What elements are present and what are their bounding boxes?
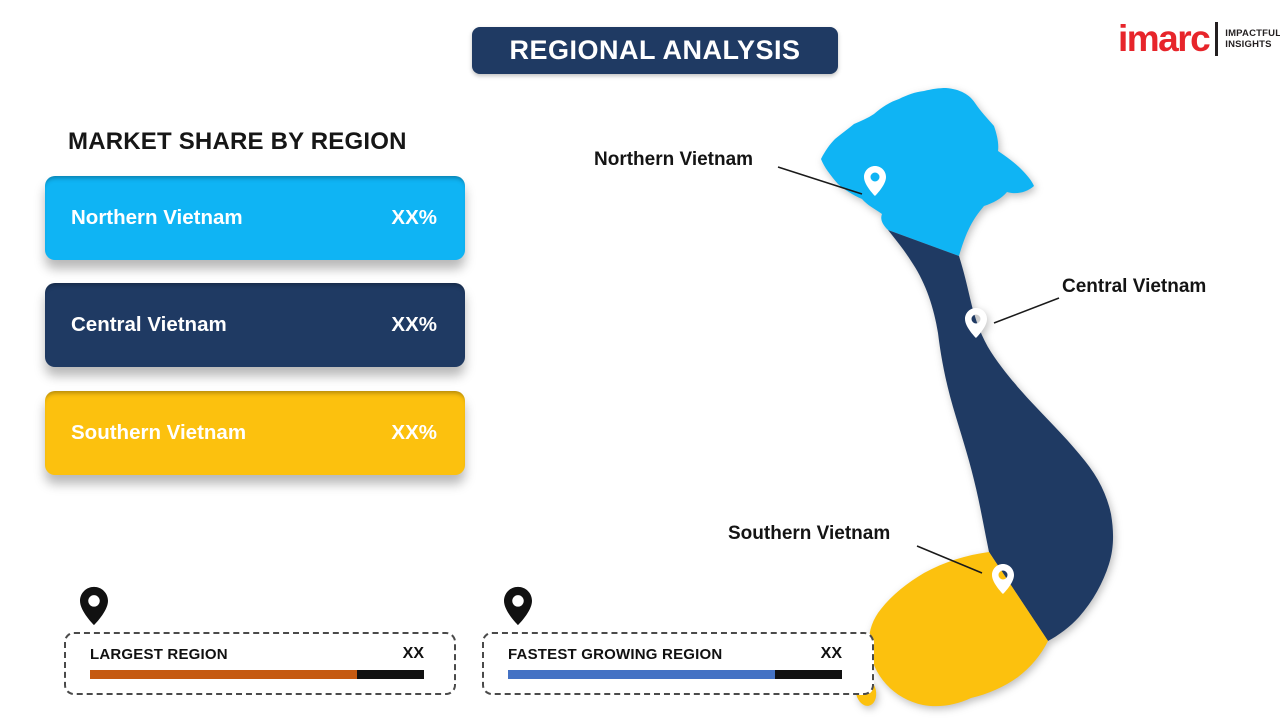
region-card-label: Northern Vietnam bbox=[71, 206, 243, 229]
page-title: REGIONAL ANALYSIS bbox=[509, 35, 801, 65]
map-pin-southern bbox=[992, 564, 1014, 594]
map-label-northern: Northern Vietnam bbox=[594, 149, 754, 170]
market-share-heading: MARKET SHARE BY REGION bbox=[68, 128, 407, 155]
fastest-growing-region-bar bbox=[508, 670, 842, 679]
region-card-southern: Southern Vietnam XX% bbox=[45, 391, 465, 475]
map-region-northern bbox=[821, 88, 1034, 256]
largest-region-bar-main bbox=[90, 670, 358, 679]
fastest-growing-region-box: FASTEST GROWING REGION XX bbox=[482, 632, 874, 695]
map-pin-northern bbox=[864, 166, 886, 196]
logo-divider bbox=[1215, 21, 1219, 56]
region-card-value: XX% bbox=[391, 206, 437, 229]
fastest-growing-region-value: XX bbox=[820, 645, 842, 662]
largest-region-box: LARGEST REGION XX bbox=[64, 632, 456, 695]
logo-tagline-line2: INSIGHTS bbox=[1225, 38, 1272, 50]
fastest-growing-region-label: FASTEST GROWING REGION bbox=[508, 645, 723, 663]
region-card-value: XX% bbox=[391, 313, 437, 336]
imarc-logo-wordmark: imarc bbox=[1118, 18, 1211, 59]
region-card-northern: Northern Vietnam XX% bbox=[45, 176, 465, 260]
map-label-central: Central Vietnam bbox=[1062, 276, 1207, 297]
map-region-central bbox=[888, 230, 1114, 641]
largest-region-bar-end bbox=[357, 670, 424, 679]
fastest-growing-region-bar-main bbox=[508, 670, 776, 679]
region-card-central: Central Vietnam XX% bbox=[45, 283, 465, 367]
map-label-southern: Southern Vietnam bbox=[728, 523, 891, 544]
logo-tagline: IMPACTFUL INSIGHTS bbox=[1225, 28, 1280, 50]
page-title-banner: REGIONAL ANALYSIS bbox=[472, 27, 838, 74]
vietnam-map bbox=[808, 80, 1143, 720]
largest-region-value: XX bbox=[402, 645, 424, 662]
largest-region-pin-icon bbox=[80, 586, 108, 626]
map-pin-central bbox=[965, 308, 987, 338]
region-card-label: Central Vietnam bbox=[71, 313, 227, 336]
region-card-value: XX% bbox=[391, 421, 437, 444]
fastest-growing-region-pin-icon bbox=[504, 586, 532, 626]
largest-region-label: LARGEST REGION bbox=[90, 645, 228, 663]
logo-tagline-line1: IMPACTFUL bbox=[1225, 27, 1280, 39]
region-card-label: Southern Vietnam bbox=[71, 421, 247, 444]
fastest-growing-region-bar-end bbox=[775, 670, 842, 679]
imarc-logo: imarc IMPACTFUL INSIGHTS bbox=[1118, 20, 1280, 57]
largest-region-bar bbox=[90, 670, 424, 679]
